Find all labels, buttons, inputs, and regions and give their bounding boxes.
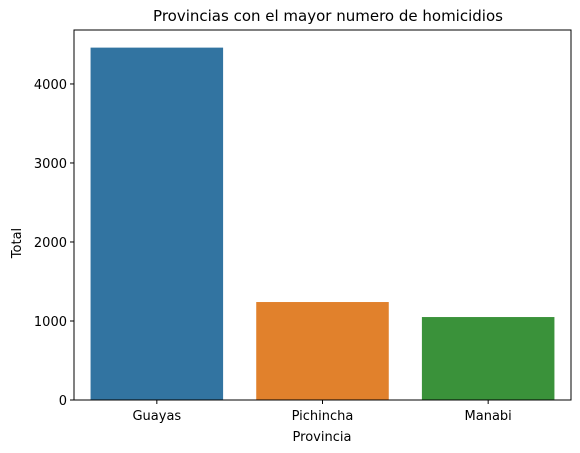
chart-title: Provincias con el mayor numero de homici… — [153, 7, 503, 25]
y-tick-label: 1000 — [34, 315, 67, 330]
x-tick-label: Manabi — [465, 409, 512, 424]
y-axis-label: Total — [10, 228, 25, 259]
x-tick-label: Pichincha — [292, 409, 354, 424]
y-axis: 0 1000 2000 3000 4000 — [34, 78, 74, 409]
plot-area — [73, 29, 572, 401]
bar-pichincha — [256, 302, 389, 400]
x-axis-label: Provincia — [293, 430, 352, 445]
y-tick-label: 3000 — [34, 157, 67, 172]
x-tick-label: Guayas — [132, 409, 181, 424]
y-tick-label: 2000 — [34, 236, 67, 251]
bar-guayas — [90, 47, 224, 400]
y-tick-label: 4000 — [34, 78, 67, 93]
y-tick-label: 0 — [59, 394, 67, 409]
bar-manabi — [421, 317, 555, 400]
x-axis: Guayas Pichincha Manabi — [132, 400, 512, 424]
